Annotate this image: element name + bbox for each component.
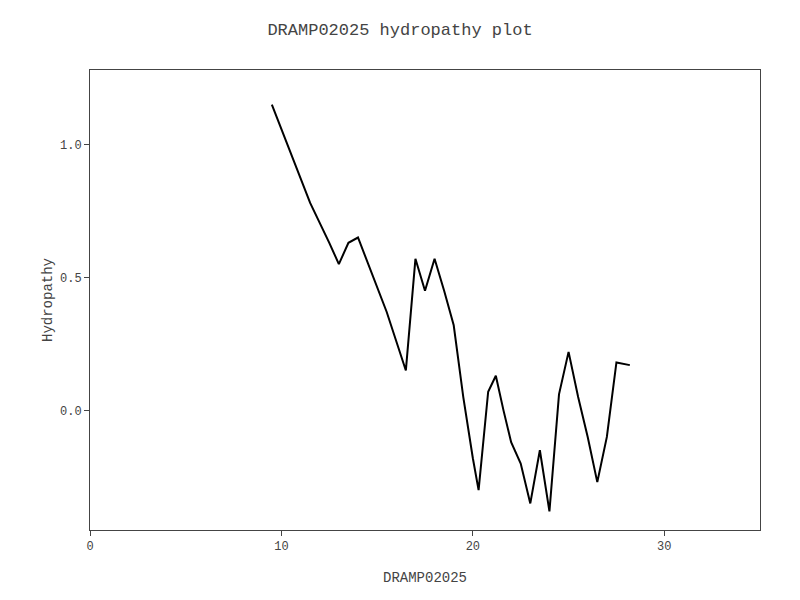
svg-text:DRAMP02025 hydropathy plot: DRAMP02025 hydropathy plot (267, 21, 532, 40)
svg-text:0: 0 (86, 540, 93, 554)
svg-text:Hydropathy: Hydropathy (40, 258, 56, 342)
svg-text:1.0: 1.0 (60, 139, 82, 153)
svg-text:0.0: 0.0 (60, 405, 82, 419)
svg-text:30: 30 (657, 540, 671, 554)
svg-text:0.5: 0.5 (60, 272, 82, 286)
svg-text:20: 20 (466, 540, 480, 554)
svg-text:10: 10 (274, 540, 288, 554)
svg-text:DRAMP02025: DRAMP02025 (383, 570, 467, 586)
